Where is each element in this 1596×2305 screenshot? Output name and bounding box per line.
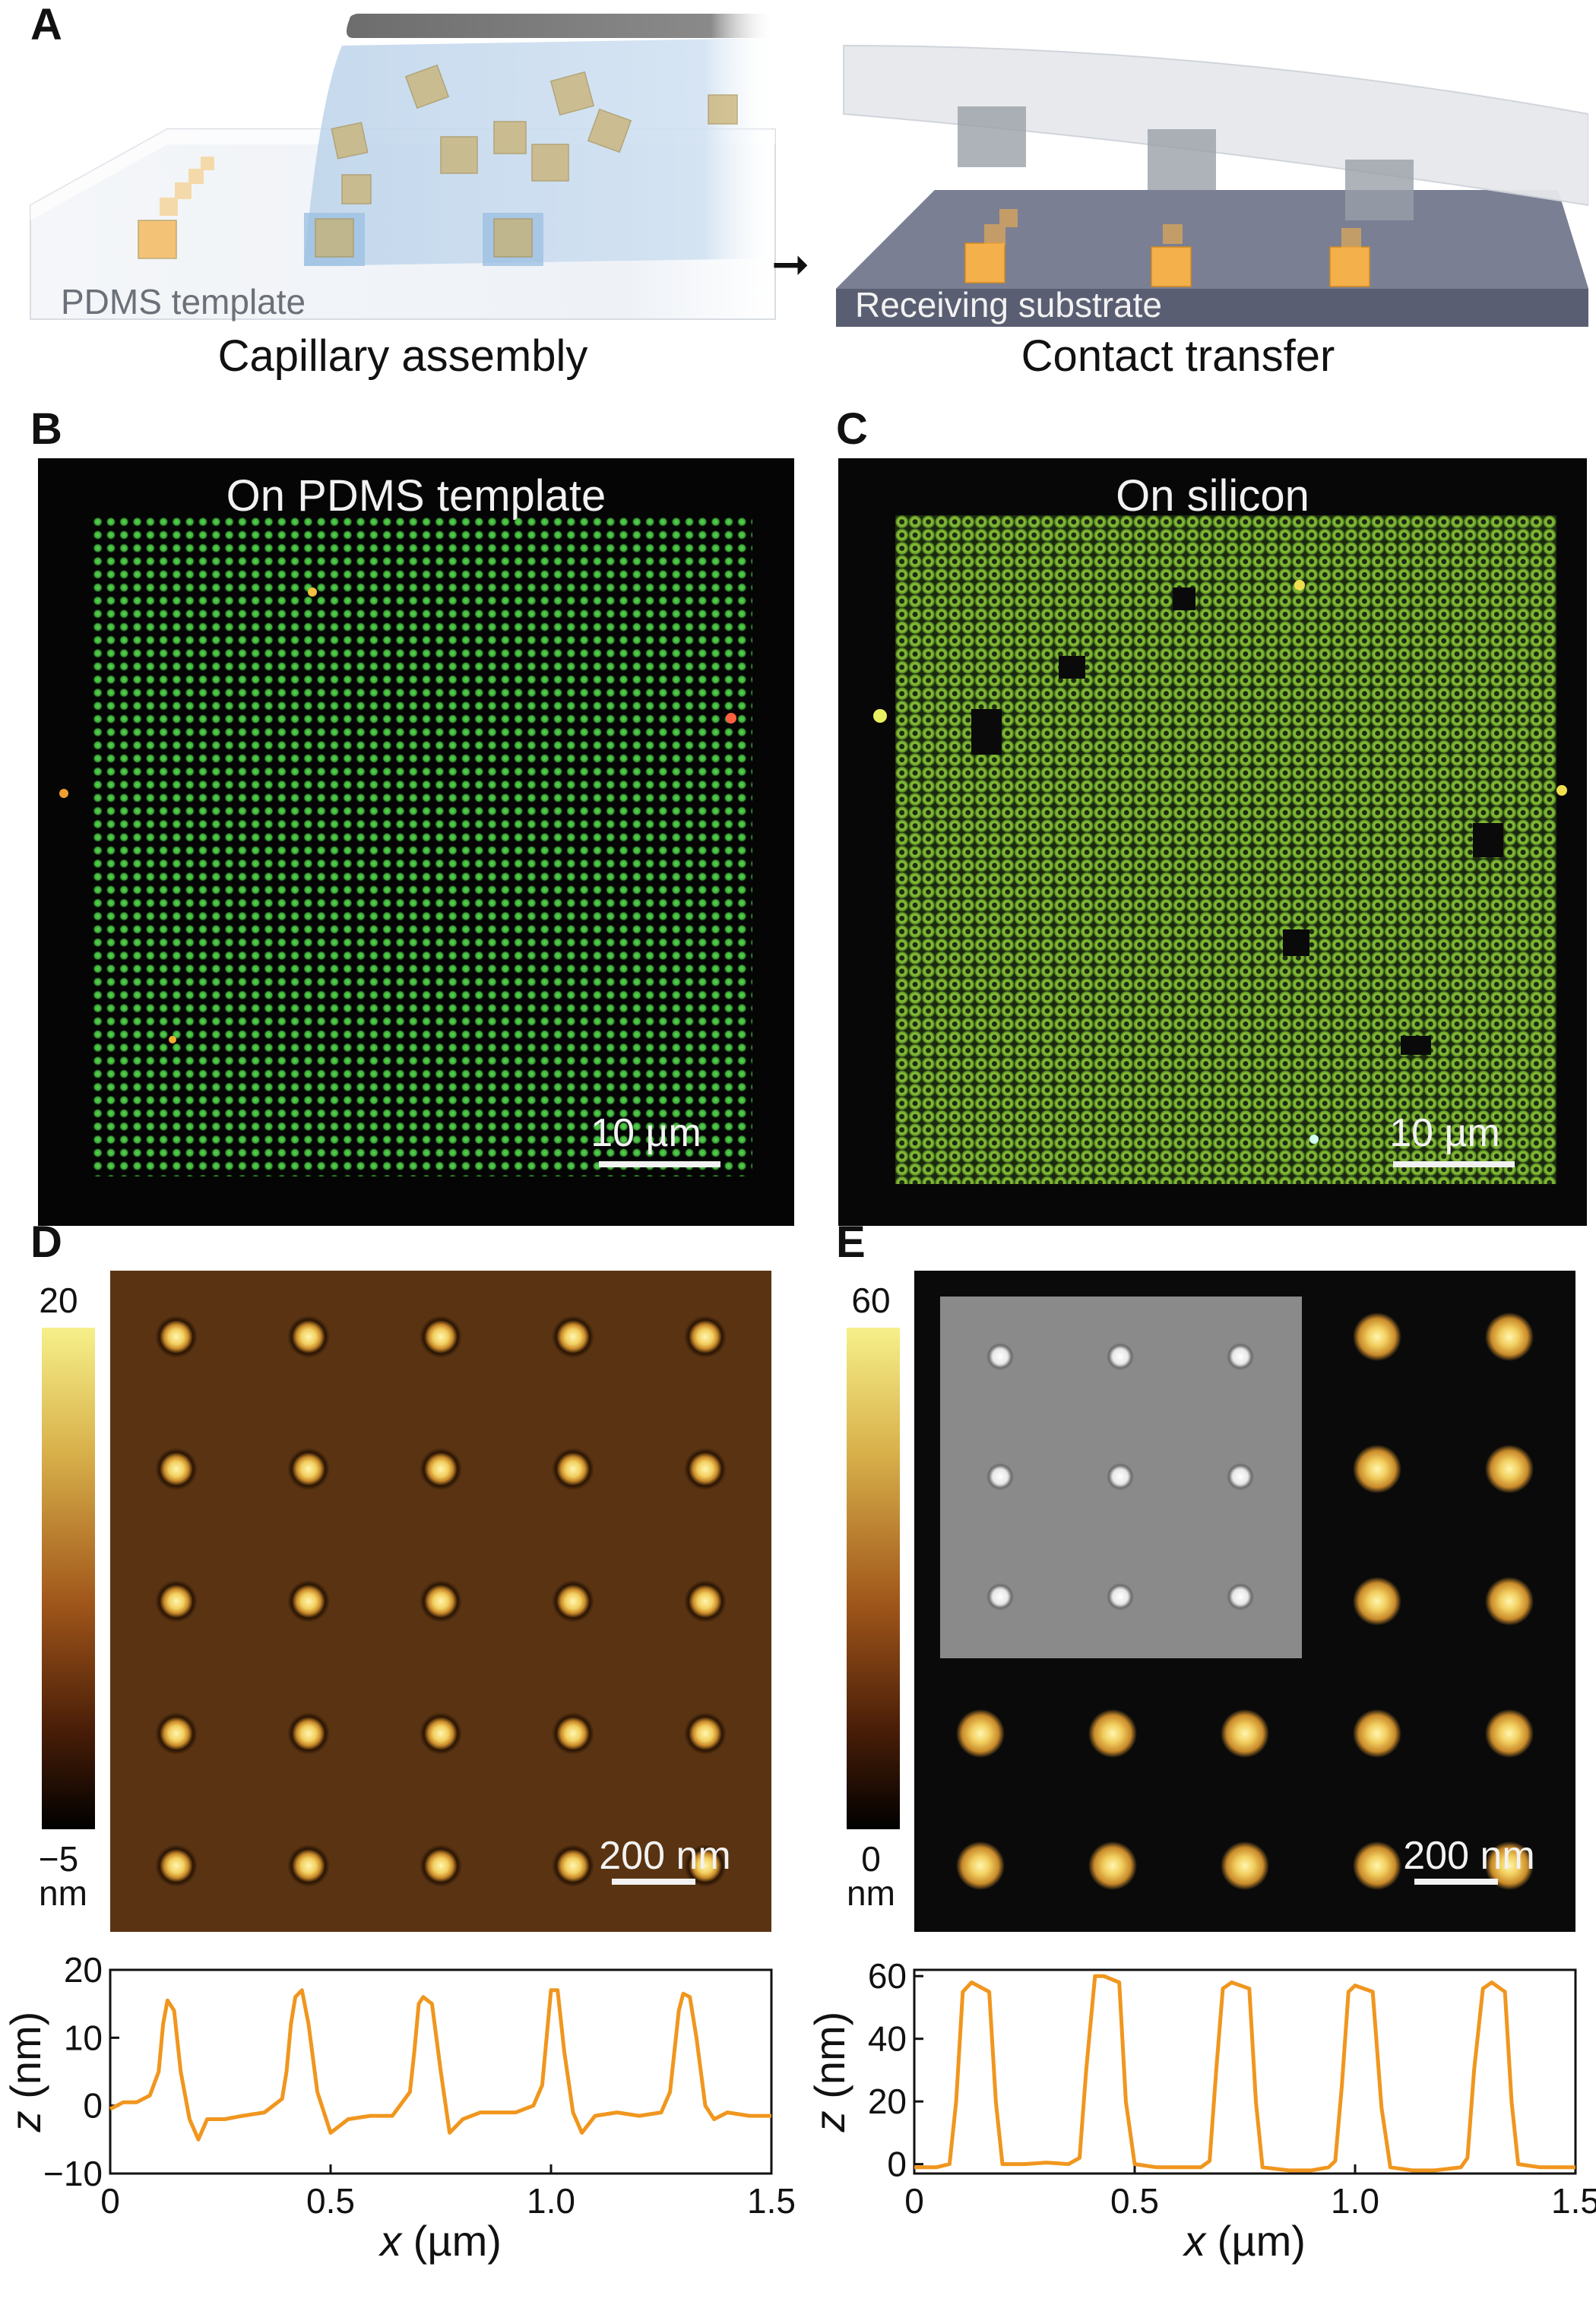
x-tick-label: 1.0 [1331, 2181, 1379, 2221]
panel-letter-d: D [30, 1217, 62, 1267]
image-title: On PDMS template [226, 471, 606, 521]
image-title: On silicon [1116, 471, 1309, 521]
panel-letter-e: E [836, 1217, 866, 1267]
x-axis-label: x (µm) [1182, 2217, 1306, 2265]
y-tick-label: 40 [868, 2019, 907, 2059]
colorbar-min-label: 0 [861, 1839, 881, 1879]
height-colorbar [847, 1328, 900, 1829]
vacancy-region [1173, 587, 1195, 610]
plot-frame [109, 1968, 773, 2175]
bright-spot [1294, 580, 1305, 590]
bright-spot [1309, 1135, 1319, 1144]
vacancy-region [1401, 1036, 1431, 1055]
colorbar-max-label: 20 [39, 1281, 78, 1320]
profile-line [914, 1974, 1575, 2173]
profile-line [109, 1988, 771, 2142]
schematic-contact-transfer [836, 44, 1588, 327]
particle-array [895, 515, 1556, 1184]
afm-image-silicon: 200 nm [914, 1271, 1575, 1932]
particle-array [91, 515, 752, 1176]
bright-spot [1556, 785, 1567, 796]
y-tick-label: −10 [43, 2154, 103, 2193]
height-profile-chart-e: 0 0.5 1.0 1.5 0 20 40 60 x (µm) z (nm) [806, 1956, 1596, 2265]
contact-transfer-caption: Contact transfer [1021, 331, 1335, 381]
y-tick-label: 10 [64, 2018, 103, 2057]
panel-letter-a: A [30, 0, 62, 49]
defect-spot [308, 587, 317, 597]
x-tick-label: 1.5 [1551, 2181, 1596, 2221]
capillary-assembly-caption: Capillary assembly [217, 331, 588, 381]
fluorescence-image-silicon: On silicon 10 µm [838, 458, 1587, 1226]
scale-bar-label: 200 nm [1403, 1834, 1535, 1878]
receiving-substrate-label: Receiving substrate [855, 285, 1162, 325]
schematic-capillary-assembly [30, 14, 776, 320]
defect-spot [726, 713, 736, 723]
height-colorbar [42, 1328, 95, 1829]
scale-bar [612, 1879, 695, 1885]
scale-bar [1414, 1879, 1498, 1885]
pdms-template-label: PDMS template [61, 282, 306, 321]
panel-letter-b: B [30, 404, 62, 454]
y-tick-label: 20 [868, 2082, 907, 2121]
fluorescence-image-pdms: On PDMS template 10 µm [38, 458, 794, 1226]
vacancy-region [971, 709, 1002, 755]
y-tick-label: 60 [868, 1956, 907, 1996]
colorbar-min-label: −5 [38, 1839, 79, 1879]
scale-bar-label: 200 nm [599, 1834, 731, 1878]
x-tick-label: 0 [904, 2181, 924, 2221]
x-tick-label: 1.0 [527, 2181, 575, 2221]
scale-bar [599, 1161, 720, 1167]
y-axis-label: z (nm) [2, 2012, 49, 2133]
panel-letter-c: C [836, 404, 868, 454]
y-tick-label: 0 [887, 2145, 907, 2184]
colorbar-unit-label: nm [39, 1873, 87, 1913]
scale-bar [1393, 1161, 1515, 1167]
x-tick-label: 0.5 [1110, 2181, 1159, 2221]
sem-inset [940, 1297, 1302, 1658]
y-tick-label: 20 [64, 1950, 103, 1990]
x-tick-label: 0 [100, 2181, 120, 2221]
scale-bar-label: 10 µm [1389, 1111, 1500, 1155]
y-tick-label: 0 [83, 2086, 103, 2126]
scale-bar-label: 10 µm [591, 1111, 701, 1155]
defect-spot [169, 1036, 176, 1043]
afm-image-pdms: 200 nm [110, 1271, 771, 1932]
plot-frame [913, 1968, 1577, 2175]
vacancy-region [1473, 823, 1503, 857]
bright-spot [873, 709, 887, 723]
y-axis-label: z (nm) [806, 2012, 853, 2133]
vacancy-region [1059, 656, 1085, 679]
colorbar-max-label: 60 [851, 1281, 891, 1320]
x-axis-label: x (µm) [378, 2217, 502, 2265]
defect-spot [59, 789, 68, 798]
vacancy-region [1283, 929, 1309, 956]
nanocube-array [110, 1271, 771, 1932]
right-arrow-icon: ➞ [771, 239, 810, 290]
x-tick-label: 0.5 [306, 2181, 355, 2221]
x-tick-label: 1.5 [747, 2181, 796, 2221]
colorbar-unit-label: nm [847, 1873, 895, 1913]
